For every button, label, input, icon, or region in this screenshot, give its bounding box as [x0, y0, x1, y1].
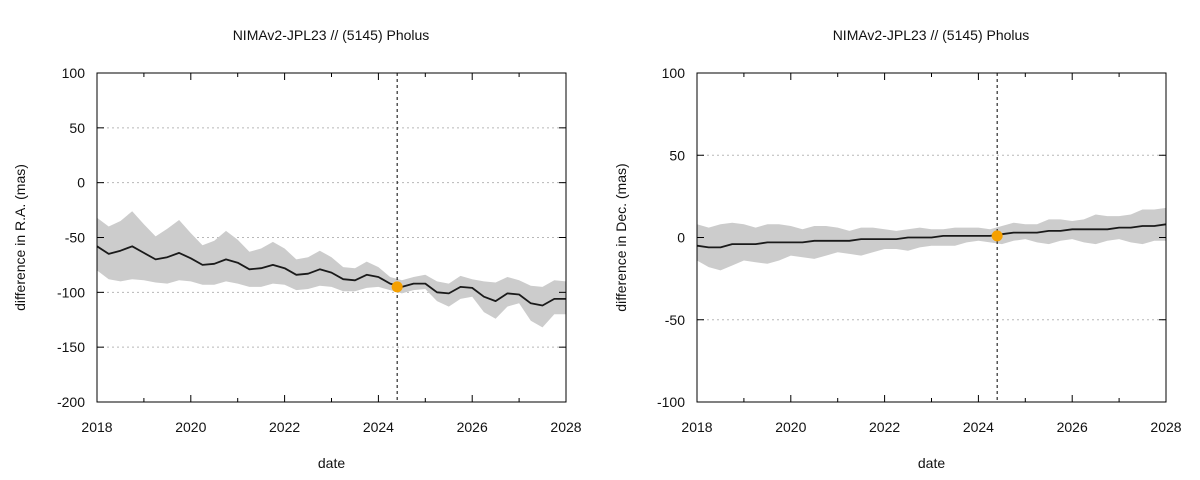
y-tick-label: 0 — [77, 175, 85, 191]
chart-title: NIMAv2-JPL23 // (5145) Pholus — [833, 27, 1030, 43]
chart-panel-ra: -200 -150 -100 -50 0 50 100 2018 2020 2022 2024 202… — [12, 27, 582, 471]
y-tick-label: 50 — [669, 147, 685, 163]
x-tick-label: 2024 — [963, 419, 994, 435]
y-tick-label: -100 — [657, 394, 685, 410]
chart-panel-dec: -100 -50 0 50 100 2018 2020 2022 2024 2026 2028 NIM… — [613, 27, 1182, 471]
x-tick-label: 2026 — [457, 419, 488, 435]
uncertainty-band — [697, 207, 1166, 271]
x-tick-label: 2018 — [81, 419, 112, 435]
x-tick-label: 2024 — [363, 419, 394, 435]
x-tick-label: 2018 — [681, 419, 712, 435]
y-tick-label: 0 — [677, 230, 685, 246]
x-axis-label: date — [318, 455, 345, 471]
y-tick-label: 50 — [69, 120, 85, 136]
x-tick-label: 2026 — [1057, 419, 1088, 435]
x-tick-label: 2028 — [550, 419, 581, 435]
y-tick-label: -100 — [57, 284, 85, 300]
difference-line — [97, 245, 566, 307]
y-tick-label: -50 — [65, 230, 85, 246]
x-tick-label: 2022 — [869, 419, 900, 435]
y-axis-label: difference in R.A. (mas) — [12, 164, 28, 311]
y-tick-label: -150 — [57, 339, 85, 355]
observation-point — [991, 230, 1003, 242]
x-tick-label: 2028 — [1150, 419, 1181, 435]
x-tick-label: 2022 — [269, 419, 300, 435]
y-tick-label: -50 — [665, 312, 685, 328]
chart-title: NIMAv2-JPL23 // (5145) Pholus — [233, 27, 430, 43]
y-axis-label: difference in Dec. (mas) — [613, 163, 629, 311]
x-tick-label: 2020 — [775, 419, 806, 435]
difference-line — [697, 223, 1166, 249]
uncertainty-band — [97, 211, 566, 328]
plot-area — [697, 207, 1166, 271]
x-axis-label: date — [918, 455, 945, 471]
y-tick-label: 100 — [62, 65, 86, 81]
plot-area — [97, 211, 566, 328]
x-tick-label: 2020 — [175, 419, 206, 435]
observation-point — [391, 281, 403, 293]
y-tick-label: 100 — [662, 65, 686, 81]
y-tick-label: -200 — [57, 394, 85, 410]
